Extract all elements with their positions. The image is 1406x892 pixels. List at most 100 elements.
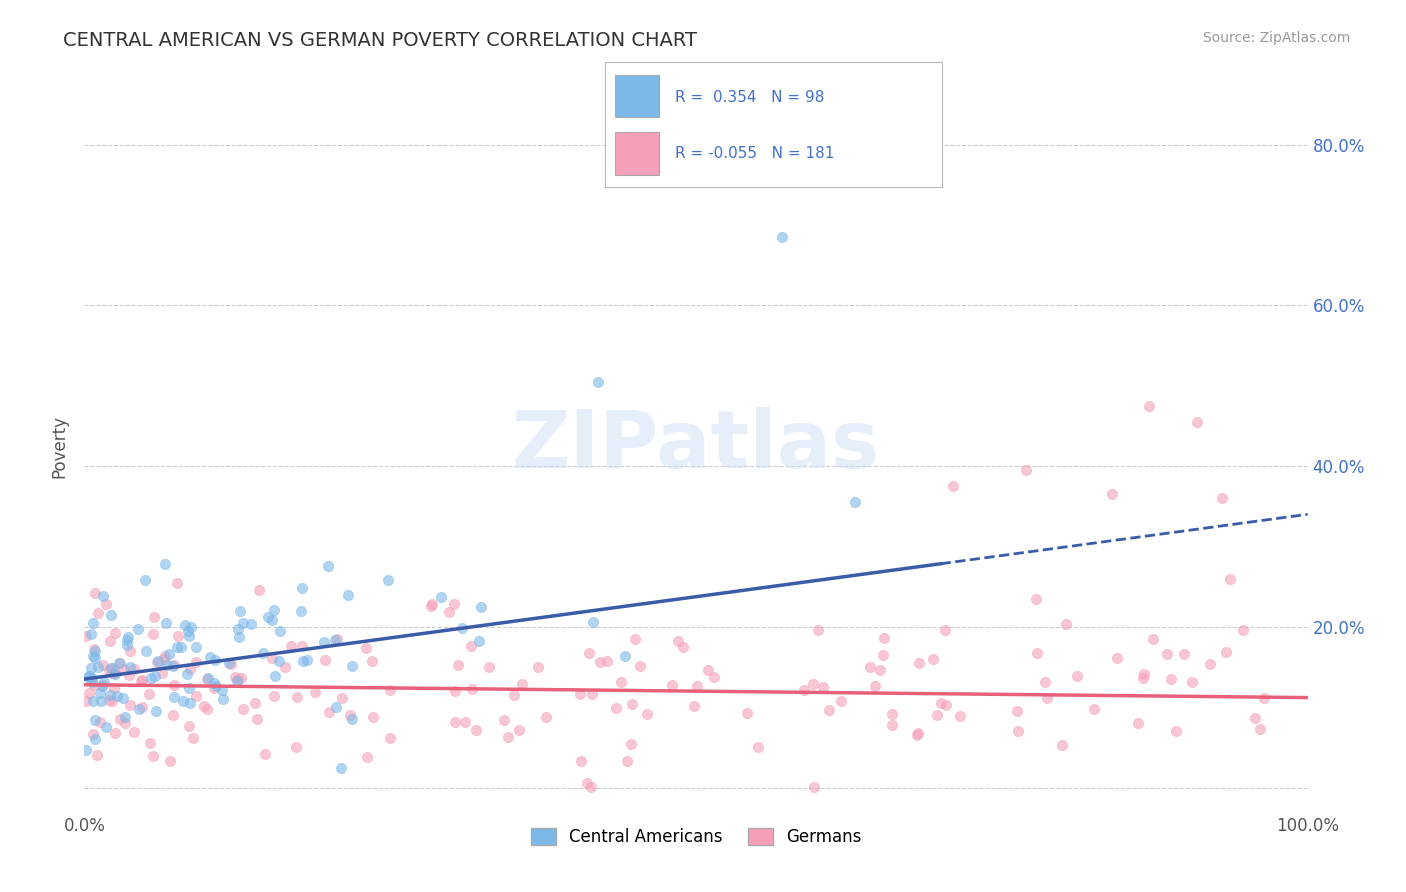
Point — [273, 660, 295, 674]
Point — [318, 705, 340, 719]
Point — [314, 653, 336, 667]
Point — [360, 654, 382, 668]
Point — [620, 697, 643, 711]
Point — [115, 632, 138, 647]
Point — [295, 653, 318, 667]
Point — [129, 674, 152, 689]
Point — [1054, 616, 1077, 631]
Point — [226, 623, 249, 637]
Point — [330, 691, 353, 706]
Point — [184, 640, 207, 655]
Point — [128, 702, 150, 716]
Point — [873, 631, 896, 645]
Point — [117, 630, 139, 644]
Point — [686, 679, 709, 693]
Point — [1066, 669, 1088, 683]
Point — [86, 747, 108, 762]
Point — [118, 667, 141, 681]
Point — [575, 776, 598, 790]
Point — [569, 754, 592, 768]
Point — [232, 616, 254, 631]
Point — [1007, 724, 1029, 739]
Point — [118, 644, 141, 658]
Point — [80, 661, 103, 675]
Point — [93, 590, 115, 604]
Point — [82, 615, 104, 630]
Point — [498, 730, 520, 744]
Point — [582, 615, 605, 629]
Point — [89, 715, 111, 730]
Point — [83, 641, 105, 656]
Point — [460, 639, 482, 653]
Point — [697, 664, 720, 678]
Point — [80, 626, 103, 640]
Point — [420, 599, 443, 613]
Point — [1036, 690, 1059, 705]
Point — [1137, 399, 1160, 413]
Point — [859, 660, 882, 674]
Point — [586, 375, 609, 389]
Point — [98, 634, 121, 648]
Point — [336, 588, 359, 602]
Point — [135, 643, 157, 657]
Point — [145, 655, 167, 669]
Point — [377, 573, 399, 587]
Point — [1160, 672, 1182, 686]
Point — [354, 640, 377, 655]
Point — [339, 707, 361, 722]
Point — [1050, 739, 1073, 753]
Point — [179, 661, 201, 675]
Point — [304, 684, 326, 698]
Point — [803, 780, 825, 794]
Point — [101, 666, 124, 681]
Point — [931, 696, 953, 710]
Point — [176, 624, 198, 639]
Point — [167, 628, 190, 642]
Point — [624, 632, 647, 646]
Point — [284, 739, 307, 754]
Point — [325, 700, 347, 714]
Point — [118, 659, 141, 673]
Point — [93, 675, 115, 690]
Point — [1219, 572, 1241, 586]
Point — [925, 708, 948, 723]
Point — [110, 656, 132, 670]
Point — [263, 690, 285, 704]
Point — [922, 652, 945, 666]
Point — [139, 736, 162, 750]
Point — [224, 670, 246, 684]
Text: Source: ZipAtlas.com: Source: ZipAtlas.com — [1202, 31, 1350, 45]
Point — [905, 728, 928, 742]
Point — [84, 651, 107, 665]
Point — [581, 687, 603, 701]
Point — [170, 640, 193, 654]
Point — [115, 638, 138, 652]
Point — [1199, 657, 1222, 671]
Point — [150, 665, 173, 680]
Point — [813, 680, 835, 694]
Point — [737, 706, 759, 721]
Point — [82, 693, 104, 707]
Point — [1035, 674, 1057, 689]
Point — [228, 630, 250, 644]
Point — [1244, 711, 1267, 725]
Point — [204, 653, 226, 667]
Point — [1166, 723, 1188, 738]
Point — [103, 681, 125, 695]
Point — [153, 558, 176, 572]
Point — [865, 679, 887, 693]
Point — [202, 681, 225, 695]
Point — [869, 663, 891, 677]
Point — [211, 683, 233, 698]
Point — [508, 723, 530, 738]
Point — [75, 694, 97, 708]
Point — [340, 712, 363, 726]
Point — [174, 617, 197, 632]
Point — [127, 623, 149, 637]
Point — [112, 690, 135, 705]
Point — [330, 760, 353, 774]
Point — [143, 669, 166, 683]
Point — [1253, 690, 1275, 705]
Point — [177, 681, 200, 695]
Point — [172, 694, 194, 708]
